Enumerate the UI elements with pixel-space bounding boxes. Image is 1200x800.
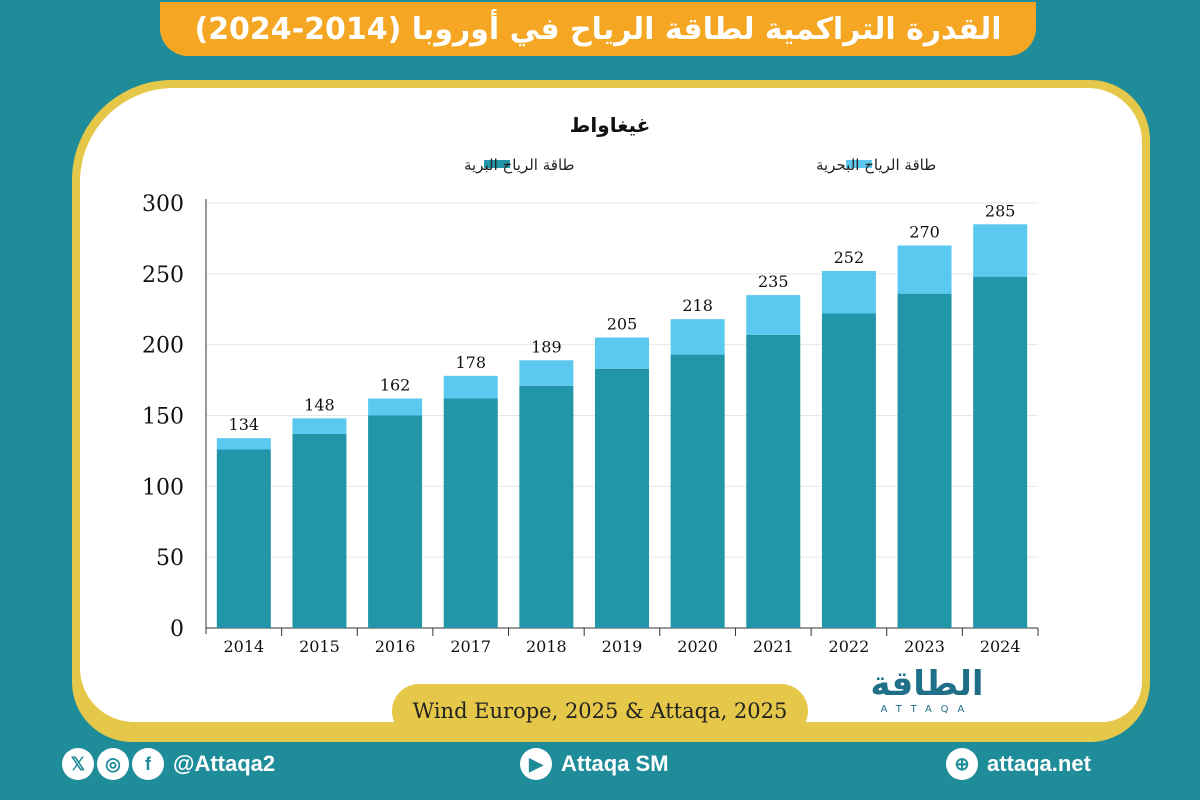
bar-onshore	[519, 385, 574, 628]
x-tick-label: 2014	[223, 637, 264, 656]
bar-offshore	[973, 224, 1028, 277]
bar-total-label: 134	[229, 415, 260, 434]
legend-label-offshore: طاقة الرياح البحرية	[816, 156, 936, 174]
youtube-label[interactable]: Attaqa SM	[561, 751, 669, 776]
bar-total-label: 162	[380, 376, 411, 395]
y-tick-label: 300	[142, 192, 184, 217]
y-tick-label: 50	[156, 546, 184, 571]
social-handle[interactable]: @Attaqa2	[173, 751, 276, 776]
bar-total-label: 235	[758, 272, 789, 291]
bar-onshore	[746, 334, 801, 628]
y-tick-label: 150	[142, 405, 184, 430]
brand-latin: ATTAQA	[880, 704, 974, 715]
source-box: Wind Europe, 2025 & Attaqa, 2025	[392, 684, 808, 738]
chart-title-bar: القدرة التراكمية لطاقة الرياح في أوروبا …	[160, 2, 1036, 56]
page-title: القدرة التراكمية لطاقة الرياح في أوروبا …	[194, 11, 1002, 47]
bar-total-label: 285	[985, 201, 1016, 220]
bar-offshore	[368, 398, 423, 416]
x-tick-label: 2022	[829, 637, 870, 656]
bar-onshore	[292, 433, 347, 628]
y-tick-label: 100	[142, 475, 184, 500]
x-tick-label: 2019	[602, 637, 643, 656]
bar-total-label: 148	[304, 395, 335, 414]
bar-total-label: 189	[531, 337, 562, 356]
bar-offshore	[443, 375, 498, 399]
website-label[interactable]: attaqa.net	[987, 751, 1091, 776]
legend-swatch-offshore	[846, 160, 872, 168]
x-tick-label: 2017	[450, 637, 491, 656]
bar-onshore	[897, 293, 952, 628]
x-tick-label: 2015	[299, 637, 340, 656]
bar-offshore	[216, 438, 271, 450]
bar-onshore	[670, 354, 725, 628]
y-tick-label: 250	[142, 263, 184, 288]
x-icon[interactable]: 𝕏	[62, 748, 94, 780]
website-link: ⊕ attaqa.net	[946, 744, 1091, 784]
bar-onshore	[368, 415, 423, 628]
attaqa-logo: الطاقة ATTAQA	[832, 664, 1022, 724]
bar-total-label: 205	[607, 315, 638, 334]
bar-total-label: 178	[455, 353, 486, 372]
bar-offshore	[292, 418, 347, 434]
chart-card: غيغاواط طاقة الرياح البحرية طاقة الرياح ال…	[80, 88, 1142, 722]
instagram-icon[interactable]: ◎	[97, 748, 129, 780]
x-tick-label: 2024	[980, 637, 1021, 656]
y-tick-label: 0	[170, 617, 184, 642]
bar-total-label: 252	[834, 248, 865, 267]
bar-onshore	[216, 449, 271, 628]
globe-icon[interactable]: ⊕	[946, 748, 978, 780]
bar-onshore	[973, 276, 1028, 628]
chart-unit-title: غيغاواط	[570, 113, 651, 137]
x-tick-label: 2021	[753, 637, 794, 656]
youtube-link: ▶ Attaqa SM	[520, 744, 669, 784]
bar-offshore	[821, 271, 876, 314]
legend-label-onshore: طاقة الرياح البرية	[464, 156, 574, 174]
x-tick-label: 2023	[904, 637, 945, 656]
source-text: Wind Europe, 2025 & Attaqa, 2025	[412, 699, 788, 723]
bar-total-label: 218	[682, 296, 713, 315]
youtube-icon[interactable]: ▶	[520, 748, 552, 780]
bar-offshore	[670, 319, 725, 355]
bar-offshore	[897, 245, 952, 294]
bar-offshore	[595, 337, 649, 369]
bar-offshore	[519, 360, 574, 386]
x-tick-label: 2018	[526, 637, 567, 656]
bar-onshore	[821, 313, 876, 628]
bar-offshore	[746, 295, 801, 335]
bar-total-label: 270	[909, 223, 940, 242]
brand-arabic: الطاقة	[870, 664, 984, 704]
y-tick-label: 200	[142, 334, 184, 359]
facebook-icon[interactable]: f	[132, 748, 164, 780]
social-links: 𝕏 ◎ f @Attaqa2	[62, 744, 275, 784]
x-tick-label: 2016	[375, 637, 416, 656]
bar-onshore	[595, 368, 649, 628]
x-tick-label: 2020	[677, 637, 718, 656]
bar-onshore	[443, 398, 498, 628]
legend-swatch-onshore	[484, 160, 510, 168]
chart-svg: غيغاواط طاقة الرياح البحرية طاقة الرياح ال…	[142, 113, 1039, 656]
